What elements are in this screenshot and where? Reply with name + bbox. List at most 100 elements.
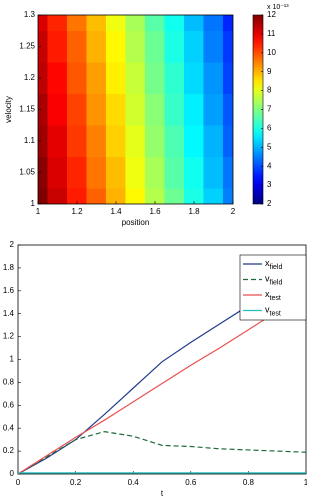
heatmap-cell [66, 156, 88, 189]
heatmap-cell [144, 187, 166, 204]
heatmap-cell [164, 61, 185, 95]
heatmap-cell [47, 156, 68, 189]
heatmap-cell [222, 61, 233, 95]
heatmap-cell [125, 61, 146, 95]
colorbar-tick-label: 2 [267, 199, 272, 208]
heatmap-cell [86, 61, 107, 95]
y-tick-label: 1.05 [19, 168, 35, 177]
heatmap-cell [164, 93, 185, 126]
colorbar-tick-label: 9 [267, 67, 272, 76]
heatmap-cells [38, 15, 233, 204]
series-line [18, 431, 306, 474]
y-tick-label: 2 [10, 240, 15, 249]
heatmap-cell [86, 93, 107, 126]
legend-label: xtest [265, 289, 281, 301]
colorbar-tick-label: 7 [267, 105, 272, 114]
plot-frame [17, 244, 307, 475]
heatmap-cell [183, 15, 205, 32]
heatmap-cell [203, 15, 224, 32]
heatmap-cell [144, 156, 166, 189]
heatmap-cell [164, 156, 185, 189]
colorbar-multiplier: x 10⁻¹³ [267, 4, 289, 11]
y-tick-label: 0.2 [3, 446, 15, 455]
y-tick-label: 1.15 [19, 105, 35, 114]
y-tick-label: 1.2 [24, 73, 36, 82]
heatmap-cell [47, 124, 68, 158]
colorbar-tick-label: 3 [267, 180, 272, 189]
heatmap-cell [144, 93, 166, 126]
heatmap-cell [38, 187, 49, 204]
heatmap-cell [38, 93, 49, 126]
heatmap-cell [86, 15, 107, 32]
heatmap-cell [164, 124, 185, 158]
heatmap-cell [66, 15, 88, 32]
heatmap-cell [203, 93, 224, 126]
heatmap-cell [66, 187, 88, 204]
y-axis-label: velocity [4, 96, 13, 123]
heatmap-cell [125, 124, 146, 158]
heatmap-cell [66, 93, 88, 126]
heatmap-cell [47, 61, 68, 95]
heatmap-cell [38, 15, 49, 32]
heatmap-cell [105, 156, 127, 189]
heatmap-cell [105, 30, 127, 63]
colorbar-tick-label: 8 [267, 86, 272, 95]
x-tick-label: 0.2 [70, 478, 82, 487]
heatmap-cell [125, 15, 146, 32]
heatmap-cell [183, 30, 205, 63]
x-tick-label: 2 [231, 207, 236, 216]
x-tick-label: 0.4 [128, 478, 140, 487]
x-tick-label: 1.8 [188, 207, 200, 216]
heatmap-cell [203, 156, 224, 189]
legend-label: xfield [265, 258, 282, 270]
heatmap-cell [38, 61, 49, 95]
heatmap-cell [164, 30, 185, 63]
figure: 1 1.2 1.4 1.6 1.8 211.051.11.151.21.251.3posi… [3, 4, 307, 498]
colorbar-tick-label: 6 [267, 124, 272, 133]
legend-label: vfield [265, 274, 282, 286]
heatmap-cell [66, 124, 88, 158]
y-tick-label: 1.2 [3, 332, 15, 341]
y-tick-label: 1.25 [19, 42, 35, 51]
y-tick-label: 1 [10, 355, 15, 364]
heatmap-cell [86, 156, 107, 189]
y-tick-label: 1.3 [24, 10, 36, 19]
y-tick-label: 0 [10, 469, 15, 478]
colorbar-tick-label: 12 [267, 10, 276, 19]
heatmap-cell [38, 30, 49, 63]
heatmap-cell [66, 30, 88, 63]
heatmap-cell [203, 124, 224, 158]
x-tick-label: 1 [36, 207, 41, 216]
heatmap-cell [105, 61, 127, 95]
heatmap-cell [125, 187, 146, 204]
x-axis-label: position [122, 218, 150, 227]
heatmap-cell [47, 187, 68, 204]
heatmap-cell [222, 30, 233, 63]
x-tick-label: 0.6 [185, 478, 197, 487]
x-axis-label: t [161, 489, 164, 498]
x-tick-label: 0.8 [243, 478, 255, 487]
series-line [18, 292, 306, 474]
x-tick-label: 1 [304, 478, 307, 487]
y-tick-label: 1 [31, 199, 36, 208]
heatmap-cell [105, 187, 127, 204]
legend-label: vtest [265, 305, 281, 317]
heatmap-cell [144, 30, 166, 63]
colorbar-tick-label: 11 [267, 29, 276, 38]
heatmap-cell [86, 187, 107, 204]
heatmap-cell [183, 156, 205, 189]
heatmap-cell [203, 61, 224, 95]
y-tick-label: 1.1 [24, 136, 36, 145]
heatmap-cell [86, 30, 107, 63]
heatmap-cell [38, 156, 49, 189]
y-tick-label: 1.8 [3, 263, 15, 272]
heatmap-cell [66, 61, 88, 95]
heatmap-cell [222, 124, 233, 158]
colorbar-tick-label: 4 [267, 161, 272, 170]
heatmap-cell [183, 61, 205, 95]
x-tick-label: 0 [16, 478, 21, 487]
colorbar-tick-label: 5 [267, 142, 272, 151]
heatmap-cell [203, 30, 224, 63]
heatmap-cell [183, 187, 205, 204]
x-tick-label: 1.2 [71, 207, 83, 216]
